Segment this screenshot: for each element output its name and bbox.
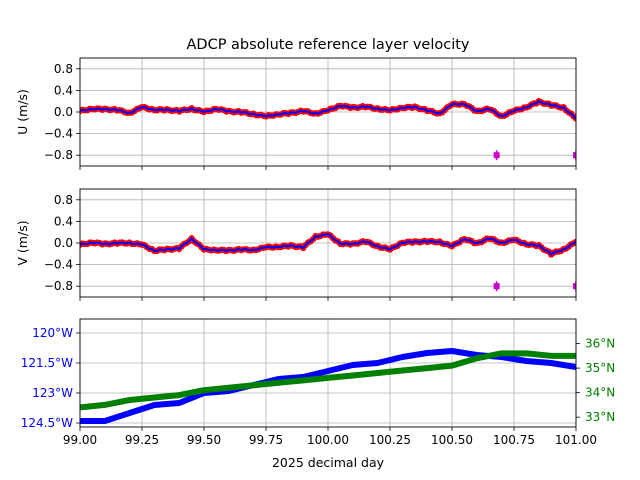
series-line [80, 233, 576, 256]
series-group [80, 231, 576, 292]
lat-tick-label: 35°N [585, 361, 615, 375]
y-tick-label: 0.8 [54, 193, 73, 207]
x-axis-label: 2025 decimal day [272, 455, 385, 470]
series-line [80, 99, 576, 120]
flag-marker [573, 152, 576, 159]
y-tick-label: 0.4 [54, 83, 73, 97]
lat-tick-label: 33°N [585, 410, 615, 424]
x-tick-label: 99.25 [125, 433, 159, 447]
lat-tick-label: 34°N [585, 386, 615, 400]
plot-frame [79, 318, 577, 428]
x-tick-label: 100.25 [369, 433, 411, 447]
series-group [80, 348, 576, 424]
x-tick-label: 101.00 [555, 433, 597, 447]
plot-frame [79, 188, 577, 298]
lon-tick-label: 120°W [32, 326, 73, 340]
u-axis-label: U (m/s) [15, 89, 30, 135]
y-tick-label: 0.0 [54, 236, 73, 250]
y-tick-label: −0.8 [44, 148, 73, 162]
y-tick-label: −0.4 [44, 258, 73, 272]
x-tick-label: 100.75 [493, 433, 535, 447]
x-tick-label: 99.75 [249, 433, 283, 447]
x-tick-label: 100.00 [307, 433, 349, 447]
y-tick-label: −0.4 [44, 127, 73, 141]
u-velocity-panel: 0.8 0.4 0.0 −0.4 −0.8 [44, 57, 577, 170]
y-tick-label: 0.0 [54, 105, 73, 119]
y-tick-label: −0.8 [44, 279, 73, 293]
series-group [80, 97, 576, 161]
position-panel: 99.00 99.25 99.50 99.75 100.00 100.25 100.50 10… [21, 318, 615, 447]
flag-marker [573, 283, 576, 290]
lon-tick-label: 123°W [32, 386, 73, 400]
x-tick-label: 99.00 [63, 433, 97, 447]
plot-frame [79, 57, 577, 167]
lon-tick-label: 121.5°W [21, 356, 73, 370]
latitude-track [80, 350, 576, 411]
lon-tick-label: 124.5°W [21, 416, 73, 430]
y-tick-label: 0.8 [54, 62, 73, 76]
lat-tick-label: 36°N [585, 337, 615, 351]
v-velocity-panel: 0.8 0.4 0.0 −0.4 −0.8 [44, 188, 577, 301]
y-tick-label: 0.4 [54, 214, 73, 228]
x-tick-label: 99.50 [187, 433, 221, 447]
figure-title: ADCP absolute reference layer velocity [186, 37, 469, 53]
v-axis-label: V (m/s) [15, 220, 30, 265]
x-tick-label: 100.50 [431, 433, 473, 447]
